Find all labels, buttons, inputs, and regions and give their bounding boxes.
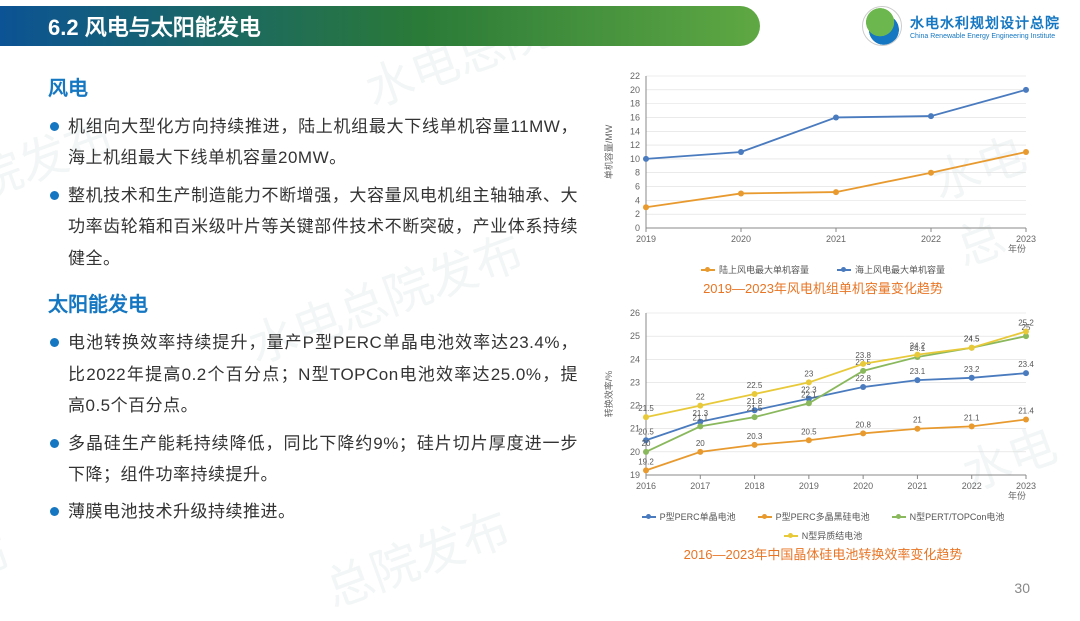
svg-text:年份: 年份 (1008, 243, 1026, 254)
chart-column: 024681012141618202220192020202120222023年… (598, 66, 1048, 569)
solar-heading: 太阳能发电 (48, 288, 578, 317)
svg-text:转换效率/%: 转换效率/% (603, 371, 614, 418)
legend-item: N型PERT/TOPCon电池 (892, 510, 1005, 523)
svg-text:22.8: 22.8 (855, 374, 871, 383)
legend-item: 陆上风电最大单机容量 (701, 263, 809, 276)
svg-text:23.4: 23.4 (1018, 360, 1034, 369)
bullet-item: 电池转换效率持续提升，量产P型PERC单晶电池效率达23.4%，比2022年提高… (48, 327, 578, 421)
svg-text:20.3: 20.3 (747, 432, 763, 441)
chart1-caption: 2019—2023年风电机组单机容量变化趋势 (598, 278, 1048, 297)
logo-icon (862, 6, 902, 46)
bullet-item: 薄膜电池技术升级持续推进。 (48, 496, 578, 527)
svg-text:22.1: 22.1 (801, 390, 817, 399)
svg-text:24: 24 (630, 354, 640, 364)
svg-text:24.2: 24.2 (910, 342, 926, 351)
wind-bullets: 机组向大型化方向持续推进，陆上机组最大下线单机容量11MW，海上机组最大下线单机… (48, 111, 578, 274)
svg-text:25.2: 25.2 (1018, 319, 1034, 328)
svg-text:年份: 年份 (1008, 490, 1026, 501)
svg-text:22: 22 (630, 71, 640, 81)
svg-text:20.5: 20.5 (801, 427, 817, 436)
chart2-caption: 2016—2023年中国晶体硅电池转换效率变化趋势 (598, 544, 1048, 563)
svg-text:23: 23 (630, 377, 640, 387)
svg-text:21.4: 21.4 (1018, 406, 1034, 415)
svg-text:单机容量/MW: 单机容量/MW (603, 124, 614, 179)
svg-text:19: 19 (630, 470, 640, 480)
svg-text:23.1: 23.1 (910, 367, 926, 376)
svg-text:2016: 2016 (636, 481, 656, 491)
text-column: 风电 机组向大型化方向持续推进，陆上机组最大下线单机容量11MW，海上机组最大下… (48, 66, 578, 569)
svg-text:21.1: 21.1 (692, 413, 708, 422)
svg-text:20: 20 (696, 439, 705, 448)
svg-text:2020: 2020 (853, 481, 873, 491)
logo-cn: 水电水利规划设计总院 (910, 13, 1060, 33)
svg-text:20: 20 (630, 85, 640, 95)
svg-text:20.8: 20.8 (855, 420, 871, 429)
svg-text:2022: 2022 (921, 234, 941, 244)
svg-text:10: 10 (630, 154, 640, 164)
solar-efficiency-chart: 1920212223242526201620172018201920202021… (598, 303, 1048, 569)
svg-text:6: 6 (635, 182, 640, 192)
svg-text:2018: 2018 (745, 481, 765, 491)
svg-text:14: 14 (630, 126, 640, 136)
svg-text:18: 18 (630, 99, 640, 109)
svg-text:4: 4 (635, 195, 640, 205)
svg-text:2021: 2021 (907, 481, 927, 491)
svg-text:21.5: 21.5 (747, 404, 763, 413)
bullet-item: 多晶硅生产能耗持续降低，同比下降约9%；硅片切片厚度进一步下降；组件功率持续提升… (48, 428, 578, 491)
svg-text:20.5: 20.5 (638, 427, 654, 436)
bullet-item: 机组向大型化方向持续推进，陆上机组最大下线单机容量11MW，海上机组最大下线单机… (48, 111, 578, 174)
slide-header: 6.2 风电与太阳能发电 水电水利规划设计总院 China Renewable … (0, 0, 1080, 52)
svg-text:2023: 2023 (1016, 481, 1036, 491)
bullet-item: 整机技术和生产制造能力不断增强，大容量风电机组主轴轴承、大功率齿轮箱和百米级叶片… (48, 180, 578, 274)
logo-en: China Renewable Energy Engineering Insti… (910, 33, 1060, 40)
org-logo: 水电水利规划设计总院 China Renewable Energy Engine… (862, 6, 1060, 46)
svg-text:0: 0 (635, 223, 640, 233)
svg-text:24.5: 24.5 (964, 335, 980, 344)
svg-text:20: 20 (630, 447, 640, 457)
svg-text:21.1: 21.1 (964, 413, 980, 422)
svg-text:22.5: 22.5 (747, 381, 763, 390)
svg-text:2017: 2017 (690, 481, 710, 491)
wind-capacity-chart: 024681012141618202220192020202120222023年… (598, 66, 1048, 303)
svg-text:25: 25 (630, 331, 640, 341)
wind-heading: 风电 (48, 72, 578, 101)
svg-text:22: 22 (696, 393, 705, 402)
svg-text:19.2: 19.2 (638, 457, 654, 466)
svg-text:26: 26 (630, 308, 640, 318)
svg-text:2022: 2022 (962, 481, 982, 491)
svg-text:21.5: 21.5 (638, 404, 654, 413)
svg-text:2020: 2020 (731, 234, 751, 244)
svg-text:8: 8 (635, 168, 640, 178)
svg-text:2: 2 (635, 209, 640, 219)
svg-text:2023: 2023 (1016, 234, 1036, 244)
svg-text:12: 12 (630, 140, 640, 150)
svg-text:23.8: 23.8 (855, 351, 871, 360)
legend-item: P型PERC单晶电池 (642, 510, 736, 523)
svg-text:2019: 2019 (799, 481, 819, 491)
svg-text:21: 21 (913, 416, 922, 425)
svg-text:23.2: 23.2 (964, 365, 980, 374)
legend-item: 海上风电最大单机容量 (837, 263, 945, 276)
svg-text:16: 16 (630, 112, 640, 122)
page-number: 30 (1014, 580, 1030, 596)
svg-text:23: 23 (804, 369, 813, 378)
solar-bullets: 电池转换效率持续提升，量产P型PERC单晶电池效率达23.4%，比2022年提高… (48, 327, 578, 528)
svg-text:20: 20 (642, 439, 651, 448)
svg-text:2019: 2019 (636, 234, 656, 244)
legend-item: N型异质结电池 (784, 529, 863, 542)
svg-text:2021: 2021 (826, 234, 846, 244)
section-title: 6.2 风电与太阳能发电 (0, 10, 261, 42)
legend-item: P型PERC多晶黑硅电池 (758, 510, 870, 523)
